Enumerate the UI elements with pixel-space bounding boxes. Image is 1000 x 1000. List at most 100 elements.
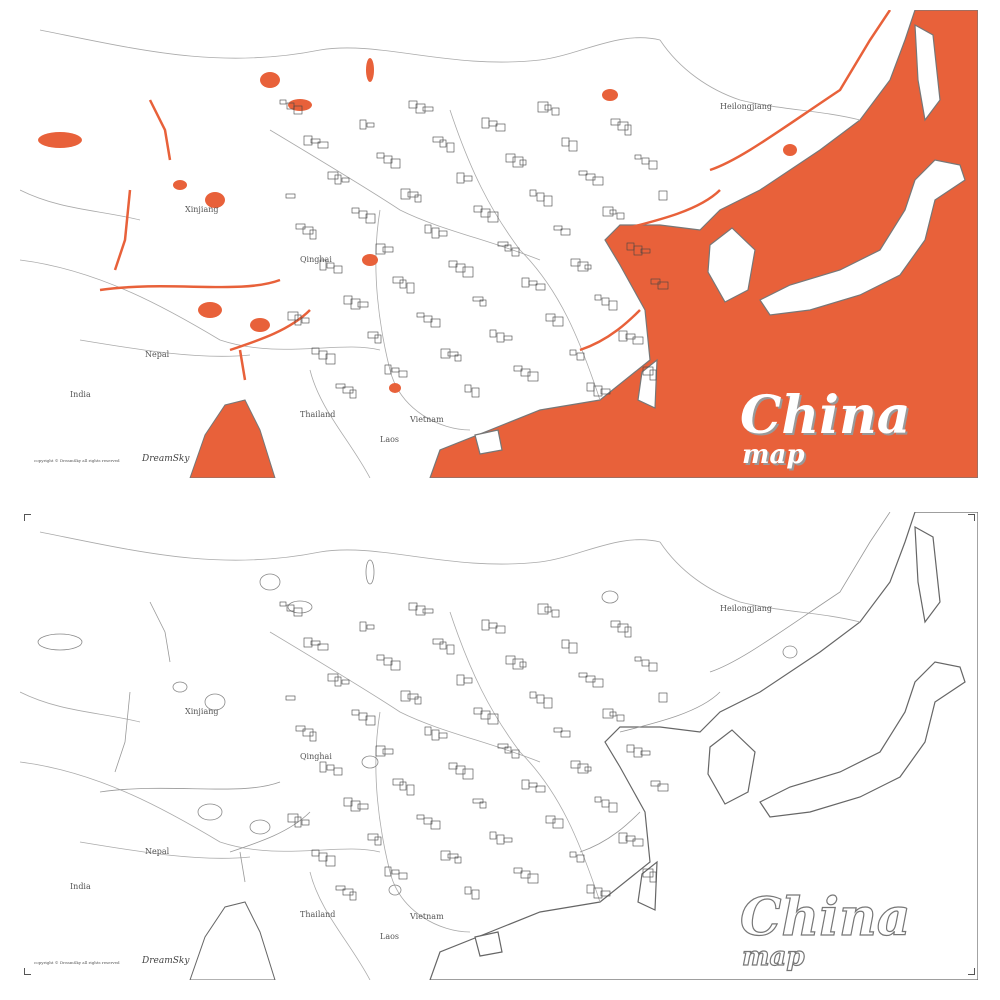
landmark-sketch (309, 229, 317, 240)
landmark-sketch (343, 797, 353, 807)
landmark-sketch (519, 661, 527, 668)
landmark-sketch (303, 637, 313, 648)
landmark-sketch (560, 730, 571, 738)
landmark-sketch (650, 278, 661, 285)
river (709, 512, 891, 673)
landmark-sketch (650, 780, 661, 787)
landmark-sketch (462, 266, 474, 278)
landmark-sketch (319, 761, 327, 773)
landmark-sketch (446, 644, 455, 655)
landmark-sketch (543, 195, 553, 207)
landmark-sketch (528, 280, 538, 286)
landmark-sketch (455, 263, 466, 273)
landmark-sketch (327, 673, 339, 682)
label-laos: Laos (380, 435, 400, 444)
label-thailand: Thailand (300, 410, 336, 419)
landmark-sketch (633, 747, 643, 758)
landmark-sketch (415, 103, 426, 114)
landmark-sketch (400, 690, 411, 702)
landmark-sketch (333, 767, 343, 776)
landmark-sketch (422, 106, 434, 112)
landmark-sketch (293, 105, 303, 115)
label-vietnam: Vietnam (410, 415, 444, 424)
landmark-sketch (318, 852, 328, 862)
landmark-sketch (600, 388, 611, 395)
japan-landmass (759, 159, 966, 316)
lake (205, 192, 225, 208)
landmark-sketch (431, 729, 440, 741)
lake (37, 633, 83, 651)
landmark-sketch (513, 867, 523, 874)
landmark-sketch (432, 638, 444, 645)
landmark-sketch (439, 641, 447, 650)
landmark-sketch (512, 658, 524, 670)
landmark-sketch (495, 625, 506, 634)
landmark-sketch (633, 245, 643, 256)
landmark-sketch (594, 294, 602, 301)
landmark-sketch (576, 352, 585, 361)
landmark-sketch (430, 318, 441, 328)
landmark-sketch (301, 819, 310, 826)
landmark-sketch (641, 659, 650, 667)
landmark-sketch (447, 351, 459, 357)
lake (249, 819, 271, 835)
border-line (269, 129, 541, 261)
landmark-sketch (497, 743, 509, 749)
landmark-sketch (640, 248, 651, 254)
landmark-sketch (592, 678, 604, 688)
crop-mark (24, 968, 31, 975)
landmark-sketch (568, 642, 578, 654)
copyright-text: copyright © DreamSky all rights reserved (34, 960, 120, 965)
landmark-sketch (317, 643, 329, 651)
copyright-text: copyright © DreamSky all rights reserved (34, 458, 120, 463)
landmark-sketch (576, 854, 585, 863)
landmark-sketch (383, 155, 393, 164)
landmark-sketch (407, 191, 419, 198)
landmark-sketch (407, 693, 419, 700)
landmark-sketch (527, 873, 539, 884)
landmark-sketch (463, 677, 473, 684)
landmark-sketch (374, 836, 382, 846)
river (113, 189, 132, 271)
landmark-sketch (341, 177, 350, 183)
river (148, 99, 172, 161)
landmark-sketch (398, 370, 408, 378)
landmark-sketch (294, 816, 302, 828)
border-line (20, 259, 381, 351)
landmark-sketch (408, 100, 418, 109)
landmark-sketch (503, 335, 513, 341)
east-sea (429, 10, 978, 478)
landmark-sketch (319, 259, 327, 271)
landmark-sketch (505, 655, 516, 665)
landmark-sketch (400, 188, 411, 200)
label-nepal: Nepal (145, 350, 170, 359)
landmark-sketch (521, 779, 530, 790)
border-line (659, 39, 861, 121)
landmark-sketch (349, 389, 357, 399)
landmark-sketch (544, 104, 552, 111)
landmark-sketch (351, 709, 360, 716)
landmark-sketch (529, 189, 537, 197)
landmark-sketch (335, 383, 346, 389)
river (619, 189, 721, 232)
river (579, 811, 641, 853)
sakhalin-landmass (914, 525, 941, 624)
landmark-sketch (600, 890, 611, 897)
landmark-sketch (414, 696, 422, 705)
landmark-sketch (383, 657, 393, 666)
landmark-sketch (303, 135, 313, 146)
label-india: India (70, 882, 91, 891)
river (114, 691, 131, 773)
landmark-sketch (519, 159, 527, 166)
landmark-sketch (520, 870, 531, 879)
landmark-sketch (406, 784, 415, 796)
landmark-sketch (406, 282, 415, 294)
landmark-sketch (527, 371, 539, 382)
landmark-sketch (440, 850, 451, 861)
japan-landmass (759, 661, 966, 818)
landmark-sketch (495, 123, 506, 132)
landmark-sketch (511, 749, 520, 759)
landmark-sketch (350, 298, 361, 310)
landmark-sketch (632, 336, 644, 345)
landmark-sketch (302, 226, 314, 235)
